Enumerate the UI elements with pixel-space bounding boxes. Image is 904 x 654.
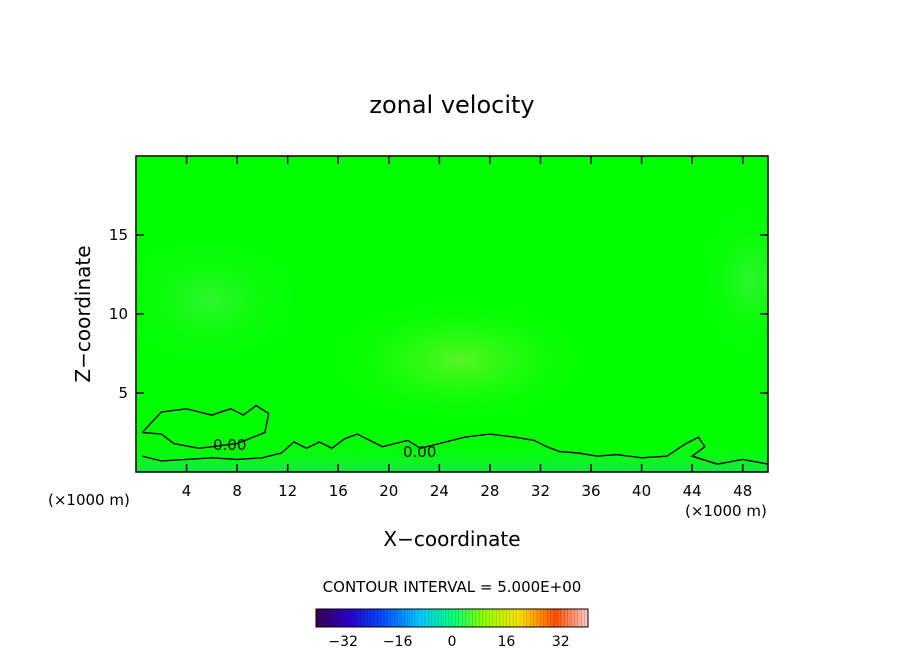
x-tick-label: 48 xyxy=(733,482,752,500)
colorbar-tick-label: 16 xyxy=(497,634,515,650)
x-tick-label: 36 xyxy=(581,482,600,500)
x-tick-label: 12 xyxy=(278,482,297,500)
x-scale-note-left: (×1000 m) xyxy=(48,491,130,509)
contour-labels: 0.00 0.00 xyxy=(213,436,436,461)
colorbar-tick-label: −32 xyxy=(328,634,358,650)
contour-interval-text: CONTOUR INTERVAL = 5.000E+00 xyxy=(323,578,582,596)
x-tick-label: 20 xyxy=(379,482,398,500)
colorbar: −32 −16 0 16 32 xyxy=(315,608,589,650)
colorbar-ticks: −32 −16 0 16 32 xyxy=(328,634,569,650)
colorbar-gradient xyxy=(316,609,588,627)
heatmap-patch-center xyxy=(310,290,610,430)
y-axis-label: Z−coordinate xyxy=(71,245,95,382)
x-tick-label: 44 xyxy=(683,482,702,500)
x-tick-label: 4 xyxy=(182,482,192,500)
x-scale-note-right: (×1000 m) xyxy=(685,502,767,520)
x-tick-label: 16 xyxy=(329,482,348,500)
y-tick-label: 10 xyxy=(109,305,128,323)
x-tick-label: 32 xyxy=(531,482,550,500)
x-tick-label: 8 xyxy=(232,482,242,500)
chart-title: zonal velocity xyxy=(369,91,534,119)
plot-area xyxy=(136,156,768,472)
y-tick-label: 15 xyxy=(109,226,128,244)
heatmap-patch-right xyxy=(690,190,768,370)
colorbar-stripes xyxy=(315,609,589,627)
colorbar-tick-label: −16 xyxy=(383,634,413,650)
x-tick-label: 24 xyxy=(430,482,449,500)
zero-contour-line xyxy=(142,433,768,465)
colorbar-tick-label: 0 xyxy=(448,634,457,650)
contour-label: 0.00 xyxy=(213,436,246,454)
heatmap-patch-left xyxy=(136,220,320,380)
x-axis-label: X−coordinate xyxy=(383,527,520,551)
y-axis: 5 10 15 xyxy=(109,226,768,402)
colorbar-tick-label: 32 xyxy=(552,634,570,650)
y-tick-label: 5 xyxy=(118,384,128,402)
x-tick-label: 40 xyxy=(632,482,651,500)
x-tick-label: 28 xyxy=(480,482,499,500)
contour-label: 0.00 xyxy=(403,443,436,461)
colorbar-frame xyxy=(315,608,589,628)
zero-contours xyxy=(141,404,768,465)
zero-contour-line xyxy=(141,404,270,450)
x-axis: 4 8 12 16 20 24 28 32 36 40 44 48 xyxy=(182,156,752,500)
